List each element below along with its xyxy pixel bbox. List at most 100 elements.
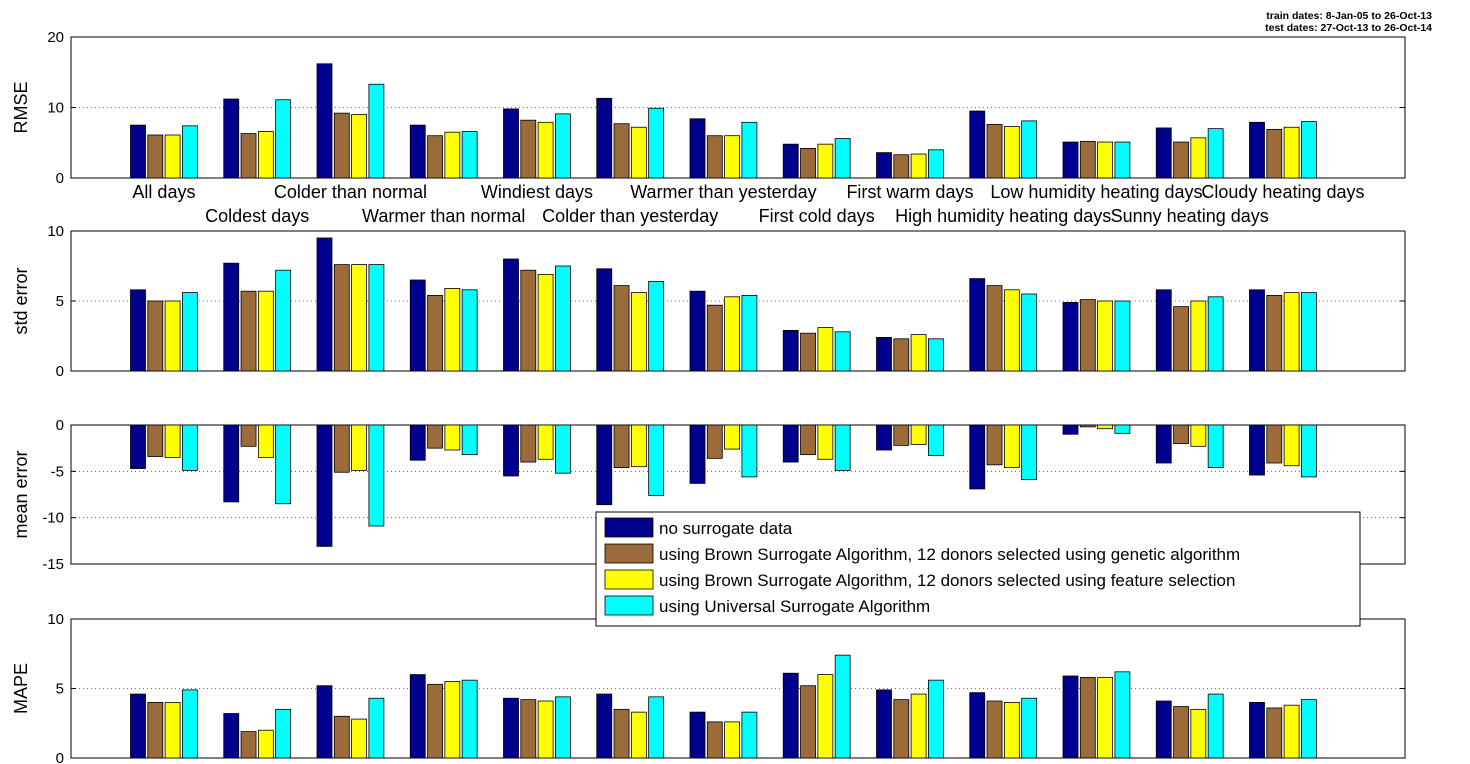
bar	[689, 118, 706, 179]
bar	[1079, 140, 1096, 179]
bar	[741, 424, 758, 478]
bar	[1062, 301, 1079, 372]
bar	[1301, 292, 1317, 372]
bar	[316, 424, 333, 547]
bar	[782, 672, 799, 759]
bar	[1062, 141, 1079, 179]
bar	[1079, 676, 1096, 759]
bar	[928, 338, 944, 372]
chart-panels: 0 10 20 RMSE All days Coldest days Colder than…	[11, 29, 1406, 764]
bar	[1097, 300, 1113, 372]
bar	[1190, 708, 1207, 759]
bar	[1283, 424, 1300, 467]
bar	[1079, 424, 1096, 428]
y-tick-label: 10	[47, 611, 64, 628]
bar	[800, 685, 816, 759]
y-tick-label: -10	[42, 510, 64, 527]
bar	[520, 269, 537, 372]
bar	[409, 124, 426, 179]
bar	[316, 685, 333, 759]
bar	[800, 424, 816, 456]
bar	[724, 424, 740, 450]
bar	[910, 693, 927, 759]
bar	[537, 273, 554, 372]
bar	[1062, 675, 1079, 759]
bar	[1283, 126, 1300, 179]
bar	[503, 258, 519, 372]
bar	[1114, 671, 1131, 759]
bar	[1173, 141, 1189, 179]
y-tick-label: -5	[51, 463, 64, 480]
bar	[1301, 121, 1317, 179]
bar	[986, 285, 1003, 372]
bar	[1021, 697, 1038, 759]
bar	[520, 119, 537, 179]
bar	[1155, 127, 1172, 179]
bar	[223, 424, 240, 503]
bar	[1155, 424, 1172, 464]
category-label: Colder than yesterday	[542, 206, 718, 226]
bar	[1266, 294, 1283, 372]
bar	[782, 424, 799, 463]
legend-swatch	[604, 569, 654, 590]
y-axis-label: RMSE	[11, 81, 31, 133]
bar	[986, 424, 1003, 466]
bar	[1266, 424, 1283, 464]
panel-mape: 0 5 10 MAPE	[11, 611, 1406, 764]
bar	[181, 424, 198, 471]
y-tick-label: 0	[56, 170, 64, 187]
bar	[986, 124, 1003, 179]
category-label: Warmer than yesterday	[630, 182, 816, 202]
bar	[782, 329, 799, 372]
legend-entry: using Universal Surrogate Algorithm	[659, 597, 930, 616]
bar	[648, 107, 665, 179]
legend-entry: no surrogate data	[659, 519, 793, 538]
bar	[834, 138, 851, 179]
bar	[1190, 424, 1207, 447]
bar	[275, 99, 292, 179]
y-tick-label: 5	[56, 293, 64, 310]
bar	[613, 123, 630, 179]
bar	[706, 135, 723, 179]
bar	[969, 110, 986, 179]
bar	[555, 113, 571, 179]
bar	[613, 424, 630, 469]
bar	[427, 683, 443, 759]
y-tick-label: 5	[56, 681, 64, 698]
bar	[368, 697, 385, 759]
category-label: Low humidity heating days	[990, 182, 1202, 202]
bar	[724, 721, 740, 759]
bar	[537, 121, 554, 179]
bar	[130, 289, 146, 372]
bar	[275, 708, 292, 759]
bar	[706, 424, 723, 459]
y-axis-label: mean error	[11, 450, 31, 538]
bar	[648, 280, 665, 372]
bar	[1062, 424, 1079, 435]
bar	[1155, 289, 1172, 372]
bar	[409, 674, 426, 759]
bar	[555, 265, 571, 372]
bar	[275, 424, 292, 505]
bar	[333, 715, 350, 759]
bar	[1249, 424, 1265, 476]
y-tick-label: 20	[47, 29, 64, 46]
bar	[834, 331, 851, 372]
bar	[596, 693, 613, 759]
bar	[800, 147, 816, 179]
bar	[800, 332, 816, 372]
bar	[520, 699, 537, 759]
bar	[876, 336, 892, 372]
bar	[427, 294, 443, 372]
bar	[1003, 289, 1020, 372]
bar	[910, 153, 927, 179]
bar	[1301, 424, 1317, 478]
category-label: Sunny heating days	[1111, 206, 1269, 226]
bar	[1173, 706, 1189, 759]
bar	[147, 424, 164, 457]
bar	[817, 327, 834, 372]
bar	[351, 264, 368, 372]
bar	[240, 133, 257, 179]
category-label: First warm days	[846, 182, 973, 202]
bar	[724, 135, 740, 179]
